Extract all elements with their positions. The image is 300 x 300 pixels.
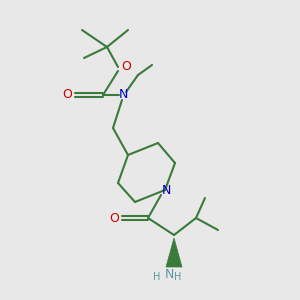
Text: N: N bbox=[164, 268, 174, 281]
Text: O: O bbox=[121, 59, 131, 73]
Polygon shape bbox=[166, 238, 182, 267]
Text: H: H bbox=[174, 272, 182, 282]
Text: H: H bbox=[153, 272, 161, 282]
Text: N: N bbox=[118, 88, 128, 101]
Text: O: O bbox=[109, 212, 119, 224]
Text: O: O bbox=[62, 88, 72, 101]
Text: N: N bbox=[161, 184, 171, 197]
